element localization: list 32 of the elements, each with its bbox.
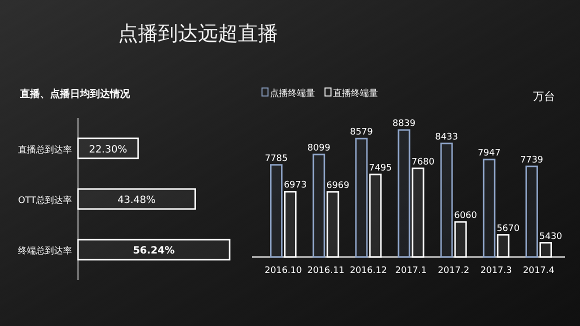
- x-tick-label: 2016.12: [350, 266, 388, 276]
- data-label: 43.48%: [118, 195, 156, 206]
- x-tick-label: 2017.2: [438, 266, 470, 276]
- data-label: 6969: [326, 180, 350, 191]
- data-label: 8433: [435, 132, 458, 142]
- data-label: 6973: [284, 180, 307, 191]
- y-tick-label: 终端总到达率: [18, 246, 72, 257]
- x-tick-label: 2017.3: [480, 266, 512, 276]
- chart-subtitle: 直播、点播日均到达情况: [19, 88, 131, 100]
- data-label: 8839: [392, 119, 416, 129]
- data-label: 5430: [539, 232, 562, 242]
- y-tick-label: 直播总到达率: [18, 144, 72, 156]
- data-label: 22.30%: [88, 144, 128, 156]
- x-tick-label: 2016.11: [307, 266, 344, 276]
- x-tick-label: 2017.1: [395, 266, 427, 276]
- data-label: 7947: [478, 148, 501, 159]
- data-label: 5670: [496, 224, 520, 234]
- chart-title: 点播到达远超直播: [118, 21, 278, 45]
- data-label: 7739: [520, 155, 544, 166]
- data-label: 7680: [412, 157, 435, 168]
- data-label: 7495: [368, 163, 392, 174]
- y-tick-label: OTT总到达率: [18, 195, 72, 206]
- x-tick-label: 2016.10: [264, 266, 302, 276]
- y-axis-title: 万台: [533, 90, 555, 103]
- data-label: 7785: [264, 154, 288, 164]
- data-label: 6060: [454, 210, 478, 221]
- data-label: 8099: [307, 143, 331, 154]
- legend-label: 点播终端量: [270, 88, 315, 99]
- data-label: 8579: [350, 128, 374, 138]
- data-label: 56.24%: [132, 246, 175, 257]
- x-tick-label: 2017.4: [522, 266, 555, 276]
- legend-label: 直播终端量: [333, 88, 378, 99]
